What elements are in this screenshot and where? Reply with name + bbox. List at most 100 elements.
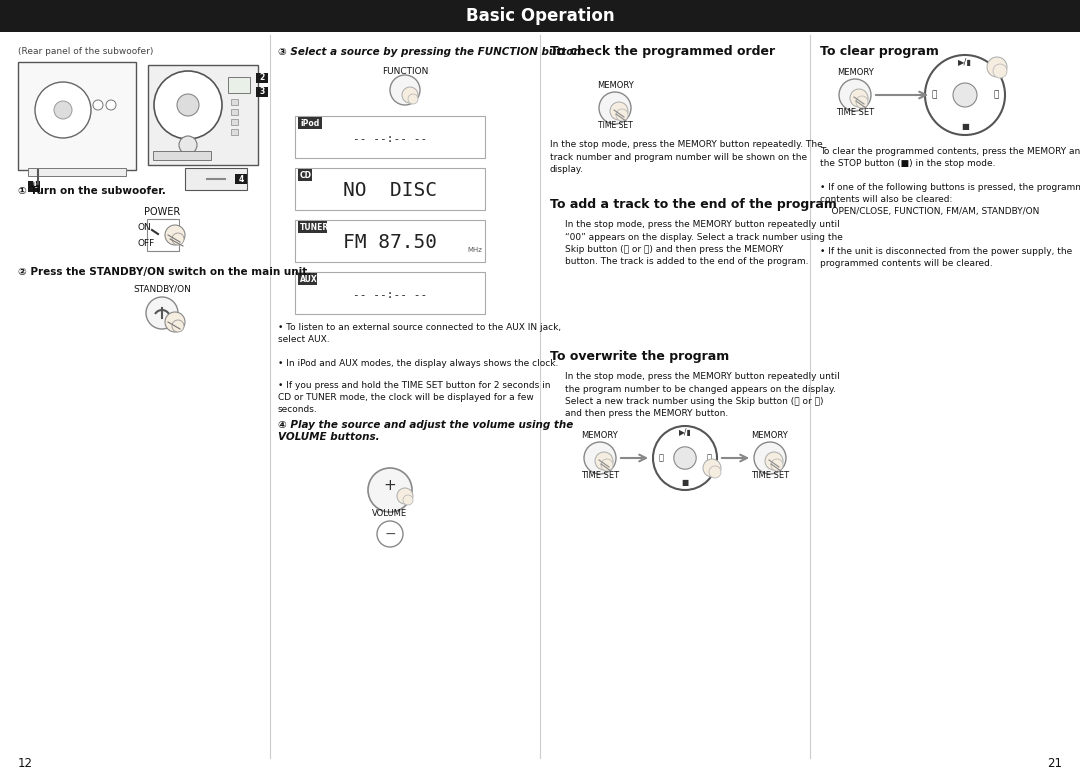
FancyBboxPatch shape bbox=[298, 221, 327, 233]
FancyBboxPatch shape bbox=[295, 272, 485, 314]
FancyBboxPatch shape bbox=[256, 73, 268, 83]
Text: 3: 3 bbox=[259, 87, 265, 97]
FancyBboxPatch shape bbox=[153, 151, 211, 160]
FancyBboxPatch shape bbox=[28, 168, 126, 176]
Circle shape bbox=[146, 297, 178, 329]
Text: To clear the programmed contents, press the MEMORY and
the STOP button (■) in th: To clear the programmed contents, press … bbox=[820, 147, 1080, 168]
Text: In the stop mode, press the MEMORY button repeatedly until
“00” appears on the d: In the stop mode, press the MEMORY butto… bbox=[565, 220, 842, 267]
Text: 21: 21 bbox=[1047, 757, 1062, 770]
Text: ▶/▮: ▶/▮ bbox=[958, 58, 972, 68]
Text: -- --:-- --: -- --:-- -- bbox=[353, 134, 427, 144]
FancyBboxPatch shape bbox=[295, 220, 485, 262]
Text: • If the unit is disconnected from the power supply, the
programmed contents wil: • If the unit is disconnected from the p… bbox=[820, 247, 1072, 268]
FancyBboxPatch shape bbox=[298, 169, 312, 181]
FancyBboxPatch shape bbox=[256, 87, 268, 97]
Circle shape bbox=[850, 89, 868, 107]
Text: -- --:-- --: -- --:-- -- bbox=[353, 290, 427, 300]
Text: ■: ■ bbox=[961, 122, 969, 132]
Text: (Rear panel of the subwoofer): (Rear panel of the subwoofer) bbox=[18, 47, 153, 56]
FancyBboxPatch shape bbox=[298, 273, 318, 285]
Text: ⏮: ⏮ bbox=[659, 453, 663, 463]
Circle shape bbox=[993, 64, 1007, 78]
Circle shape bbox=[754, 442, 786, 474]
Circle shape bbox=[703, 459, 721, 477]
Circle shape bbox=[708, 466, 721, 478]
Text: To add a track to the end of the program: To add a track to the end of the program bbox=[550, 198, 837, 211]
Circle shape bbox=[177, 94, 199, 116]
Text: MEMORY: MEMORY bbox=[596, 81, 633, 90]
Text: TUNER: TUNER bbox=[300, 222, 329, 232]
Circle shape bbox=[987, 57, 1007, 77]
FancyBboxPatch shape bbox=[231, 119, 238, 125]
Text: ⏭: ⏭ bbox=[994, 90, 999, 100]
Text: To clear program: To clear program bbox=[820, 45, 939, 58]
Text: FUNCTION: FUNCTION bbox=[382, 67, 428, 76]
Circle shape bbox=[172, 233, 184, 245]
Circle shape bbox=[616, 109, 627, 121]
Circle shape bbox=[600, 459, 613, 471]
Text: POWER: POWER bbox=[144, 207, 180, 217]
Circle shape bbox=[377, 521, 403, 547]
Circle shape bbox=[765, 452, 783, 470]
Text: 1: 1 bbox=[31, 182, 37, 190]
Text: ⏭: ⏭ bbox=[706, 453, 712, 463]
FancyBboxPatch shape bbox=[231, 99, 238, 105]
Text: ⏮: ⏮ bbox=[931, 90, 936, 100]
Text: ▶/▮: ▶/▮ bbox=[678, 428, 691, 438]
Text: +: + bbox=[383, 478, 396, 494]
FancyBboxPatch shape bbox=[185, 168, 247, 190]
Circle shape bbox=[595, 452, 613, 470]
Circle shape bbox=[165, 225, 185, 245]
Text: ② Press the STANDBY/ON switch on the main unit.: ② Press the STANDBY/ON switch on the mai… bbox=[18, 267, 311, 277]
FancyBboxPatch shape bbox=[295, 116, 485, 158]
Text: • To listen to an external source connected to the AUX IN jack,
select AUX.: • To listen to an external source connec… bbox=[278, 323, 562, 344]
Text: VOLUME: VOLUME bbox=[373, 509, 407, 518]
Text: 12: 12 bbox=[18, 757, 33, 770]
Text: • If one of the following buttons is pressed, the programmed
contents will also : • If one of the following buttons is pre… bbox=[820, 183, 1080, 215]
Text: NO  DISC: NO DISC bbox=[343, 182, 437, 200]
Text: ④ Play the source and adjust the volume using the
VOLUME buttons.: ④ Play the source and adjust the volume … bbox=[278, 420, 573, 441]
Circle shape bbox=[35, 82, 91, 138]
Circle shape bbox=[403, 495, 413, 505]
Text: MHz: MHz bbox=[467, 247, 482, 253]
FancyBboxPatch shape bbox=[235, 174, 247, 184]
Circle shape bbox=[397, 488, 413, 504]
Circle shape bbox=[93, 100, 103, 110]
Circle shape bbox=[653, 426, 717, 490]
FancyBboxPatch shape bbox=[231, 129, 238, 135]
Text: AUX: AUX bbox=[300, 275, 318, 283]
Text: To overwrite the program: To overwrite the program bbox=[550, 350, 729, 363]
Circle shape bbox=[165, 312, 185, 332]
Text: MEMORY: MEMORY bbox=[752, 431, 788, 440]
Circle shape bbox=[408, 94, 418, 104]
Circle shape bbox=[599, 92, 631, 124]
FancyBboxPatch shape bbox=[147, 219, 179, 251]
Circle shape bbox=[953, 83, 977, 107]
Circle shape bbox=[106, 100, 116, 110]
Text: ON: ON bbox=[138, 223, 152, 232]
Text: ③ Select a source by pressing the FUNCTION button.: ③ Select a source by pressing the FUNCTI… bbox=[278, 47, 584, 57]
Text: In the stop mode, press the MEMORY button repeatedly. The
track number and progr: In the stop mode, press the MEMORY butto… bbox=[550, 140, 823, 174]
Text: Basic Operation: Basic Operation bbox=[465, 7, 615, 25]
Text: MEMORY: MEMORY bbox=[582, 431, 619, 440]
Text: ■: ■ bbox=[681, 478, 689, 488]
Circle shape bbox=[610, 102, 627, 120]
Text: MEMORY: MEMORY bbox=[837, 68, 874, 77]
Text: To check the programmed order: To check the programmed order bbox=[550, 45, 775, 58]
Circle shape bbox=[54, 101, 72, 119]
Text: −: − bbox=[384, 527, 395, 541]
Text: STANDBY/ON: STANDBY/ON bbox=[133, 285, 191, 294]
FancyBboxPatch shape bbox=[295, 168, 485, 210]
Circle shape bbox=[390, 75, 420, 105]
Circle shape bbox=[839, 79, 870, 111]
Text: • If you press and hold the TIME SET button for 2 seconds in
CD or TUNER mode, t: • If you press and hold the TIME SET but… bbox=[278, 381, 551, 413]
Circle shape bbox=[368, 468, 411, 512]
Circle shape bbox=[154, 71, 222, 139]
Circle shape bbox=[179, 136, 197, 154]
FancyBboxPatch shape bbox=[0, 0, 1080, 32]
Circle shape bbox=[924, 55, 1005, 135]
Text: TIME SET: TIME SET bbox=[836, 108, 874, 117]
Text: TIME SET: TIME SET bbox=[597, 121, 633, 130]
Text: 2: 2 bbox=[259, 73, 265, 83]
Text: TIME SET: TIME SET bbox=[751, 471, 789, 480]
